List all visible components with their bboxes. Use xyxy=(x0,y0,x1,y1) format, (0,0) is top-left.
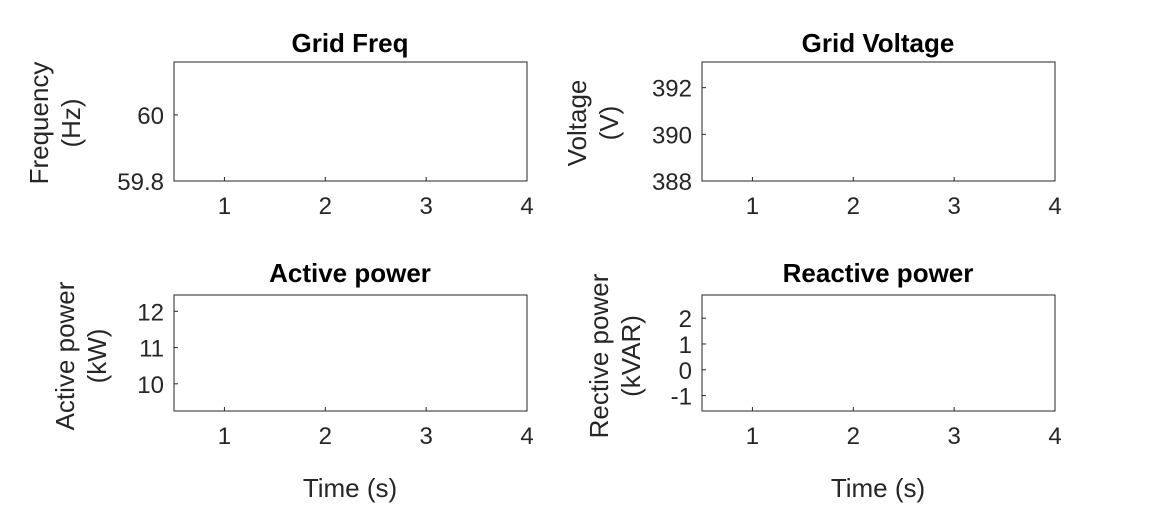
freq-axes-frame xyxy=(173,61,528,182)
reactive-ytick-label-2: 1 xyxy=(679,332,692,359)
reactive-xtick-label-1: 2 xyxy=(847,423,860,450)
reactive-power-title: Reactive power xyxy=(783,258,974,288)
active-ytick-label-2: 12 xyxy=(137,299,164,326)
reactive-power-xlabel: Time (s) xyxy=(831,473,925,503)
grid-voltage-ylabel-line2: (V) xyxy=(594,106,624,141)
volt-ytick-label-1: 390 xyxy=(652,122,692,149)
grid-voltage-plot-area: 1 2 3 4 388 390 392 xyxy=(652,61,1062,220)
reactive-axes-frame xyxy=(701,294,1056,412)
grid-freq-ylabel-line1: Frequency xyxy=(24,62,54,185)
reactive-xtick-label-2: 3 xyxy=(947,423,960,450)
volt-axes-frame xyxy=(701,61,1056,182)
freq-xtick-label-2: 3 xyxy=(419,193,432,220)
active-xtick-label-2: 3 xyxy=(419,423,432,450)
active-power-title: Active power xyxy=(269,258,431,288)
freq-ytick-label-0: 59.8 xyxy=(117,169,164,196)
reactive-ytick-label-3: 2 xyxy=(679,306,692,333)
reactive-xtick-label-0: 1 xyxy=(746,423,759,450)
grid-voltage-ylabel-line1: Voltage xyxy=(562,80,592,167)
freq-xtick-label-0: 1 xyxy=(218,193,231,220)
volt-ytick-label-2: 392 xyxy=(652,76,692,103)
freq-xtick-label-1: 2 xyxy=(319,193,332,220)
reactive-power-panel: Reactive power Rective power (kVAR) Time… xyxy=(584,258,1062,503)
active-power-xlabel: Time (s) xyxy=(303,473,397,503)
volt-xtick-label-3: 4 xyxy=(1048,193,1061,220)
volt-xtick-label-1: 2 xyxy=(847,193,860,220)
grid-freq-plot-area: 1 2 3 4 59.8 60 xyxy=(117,61,534,220)
freq-ytick-label-1: 60 xyxy=(137,103,164,130)
reactive-ytick-label-1: 0 xyxy=(679,358,692,385)
grid-voltage-panel: Grid Voltage Voltage (V) 1 2 3 4 388 390 392 xyxy=(562,28,1062,220)
reactive-power-ylabel-line2: (kVAR) xyxy=(616,315,646,397)
active-xtick-label-0: 1 xyxy=(218,423,231,450)
active-xtick-label-1: 2 xyxy=(319,423,332,450)
active-power-panel: Active power Active power (kW) Time (s) … xyxy=(50,258,534,503)
active-ytick-label-0: 10 xyxy=(137,372,164,399)
volt-xtick-label-0: 1 xyxy=(746,193,759,220)
grid-freq-title: Grid Freq xyxy=(291,28,408,58)
grid-freq-panel: Grid Freq Frequency (Hz) 1 2 3 4 59.8 60 xyxy=(24,28,534,220)
volt-ytick-label-0: 388 xyxy=(652,169,692,196)
reactive-ytick-label-0: -1 xyxy=(671,384,692,411)
active-power-ylabel-line1: Active power xyxy=(50,281,80,430)
volt-xtick-label-2: 3 xyxy=(947,193,960,220)
active-axes-frame xyxy=(173,294,528,412)
active-power-ylabel-line2: (kW) xyxy=(82,329,112,384)
freq-xtick-label-3: 4 xyxy=(520,193,533,220)
reactive-power-ylabel-line1: Rective power xyxy=(584,273,614,438)
reactive-xtick-label-3: 4 xyxy=(1048,423,1061,450)
grid-freq-ylabel-line2: (Hz) xyxy=(56,98,86,147)
active-ytick-label-1: 11 xyxy=(139,336,164,363)
grid-voltage-title: Grid Voltage xyxy=(802,28,955,58)
active-xtick-label-3: 4 xyxy=(520,423,533,450)
